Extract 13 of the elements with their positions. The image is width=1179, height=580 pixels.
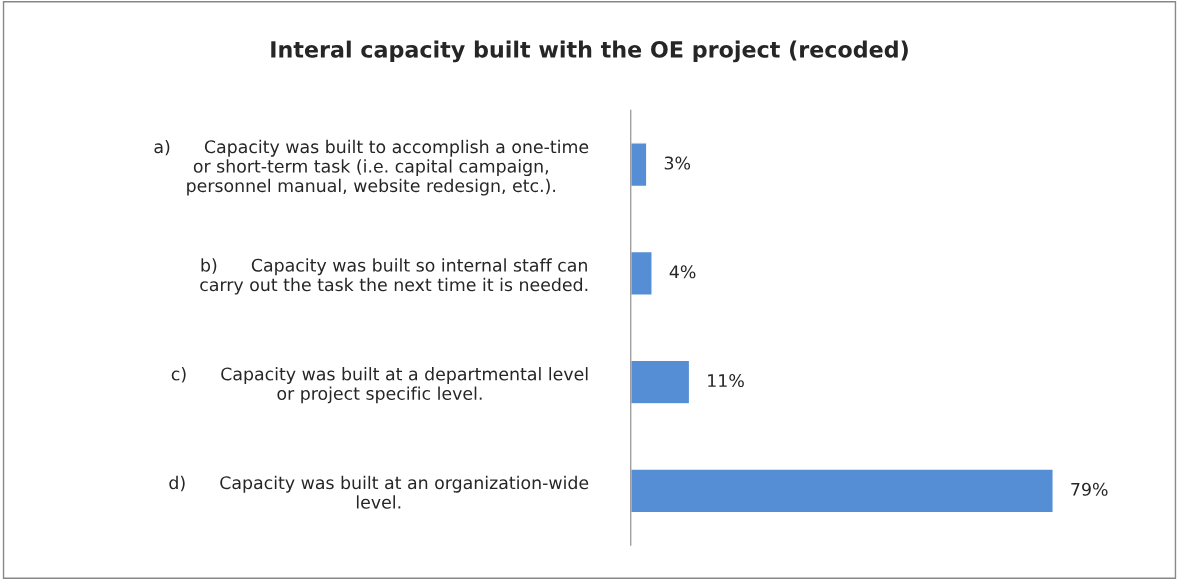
chart-title: Interal capacity built with the OE project (recoded) [271,40,908,63]
y-tick-label: d) Capacity was built at an organization-wide level. [169,475,589,509]
data-label: 3% [664,156,691,170]
data-label: 4% [669,265,696,279]
bar [630,359,691,405]
y-tick-label: b) Capacity was built so internal staff can carry out the task the next time it is needed. [200,258,588,295]
y-tick-label: a) Capacity was built to accomplish a one-time or short-term task (i.e. capital campaign, personnel manual, website redesign, etc.). [154,139,589,196]
bar [630,142,648,188]
data-label: 11% [708,373,744,388]
bar [630,250,653,296]
y-tick-label: c) Capacity was built at a departmental level or project specific level. [171,367,588,404]
data-label: 79% [1071,482,1108,496]
bar [630,468,1054,514]
